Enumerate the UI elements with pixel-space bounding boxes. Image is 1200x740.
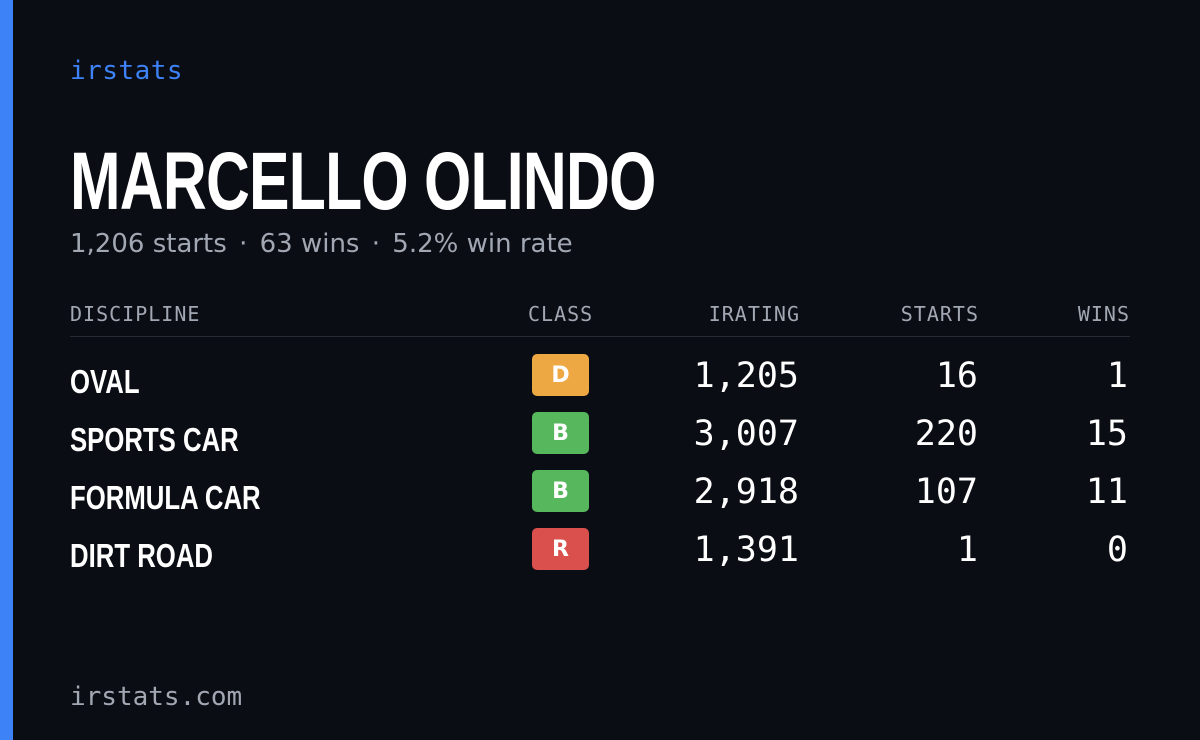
starts-value: 107: [914, 472, 978, 512]
career-summary: 1,206 starts · 63 wins · 5.2% win rate: [70, 229, 573, 259]
license-class-badge: D: [532, 354, 589, 396]
wins-value: 0: [1106, 530, 1128, 570]
discipline-name: OVAL: [70, 363, 140, 400]
wins-value: 11: [1085, 472, 1128, 512]
column-header-starts: STARTS: [900, 302, 979, 326]
wins-value: 15: [1085, 414, 1128, 454]
starts-value: 220: [914, 414, 978, 454]
irating-value: 2,918: [693, 472, 799, 512]
summary-win-rate: 5.2% win rate: [392, 229, 573, 259]
license-class-badge: R: [532, 528, 589, 570]
summary-separator: ·: [239, 229, 248, 259]
license-class-badge: B: [532, 470, 589, 512]
summary-wins: 63 wins: [259, 229, 360, 259]
summary-separator: ·: [371, 229, 381, 259]
column-header-wins: WINS: [1077, 302, 1130, 326]
summary-starts: 1,206 starts: [70, 229, 227, 259]
irating-value: 1,205: [693, 356, 799, 396]
table-header: DISCIPLINE CLASS IRATING STARTS WINS: [70, 300, 1130, 337]
accent-bar: [0, 0, 13, 740]
discipline-name: SPORTS CAR: [70, 421, 239, 458]
license-class-badge: B: [532, 412, 589, 454]
discipline-name: DIRT ROAD: [70, 537, 213, 574]
starts-value: 16: [935, 356, 978, 396]
starts-value: 1: [956, 530, 978, 570]
irating-value: 3,007: [693, 414, 799, 454]
footer-domain: irstats.com: [70, 682, 243, 712]
column-header-irating: IRATING: [708, 302, 800, 326]
wins-value: 1: [1106, 356, 1128, 396]
column-header-discipline: DISCIPLINE: [70, 302, 201, 326]
table-row: DIRT ROAD R 1,391 1 0: [70, 528, 1130, 586]
discipline-name: FORMULA CAR: [70, 479, 261, 516]
table-row: FORMULA CAR B 2,918 107 11: [70, 470, 1130, 528]
table-row: SPORTS CAR B 3,007 220 15: [70, 412, 1130, 470]
column-header-class: CLASS: [528, 302, 594, 326]
irating-value: 1,391: [693, 530, 799, 570]
brand-logo: irstats: [70, 56, 184, 86]
driver-name: MARCELLO OLINDO: [70, 136, 656, 227]
table-row: OVAL D 1,205 16 1: [70, 354, 1130, 412]
